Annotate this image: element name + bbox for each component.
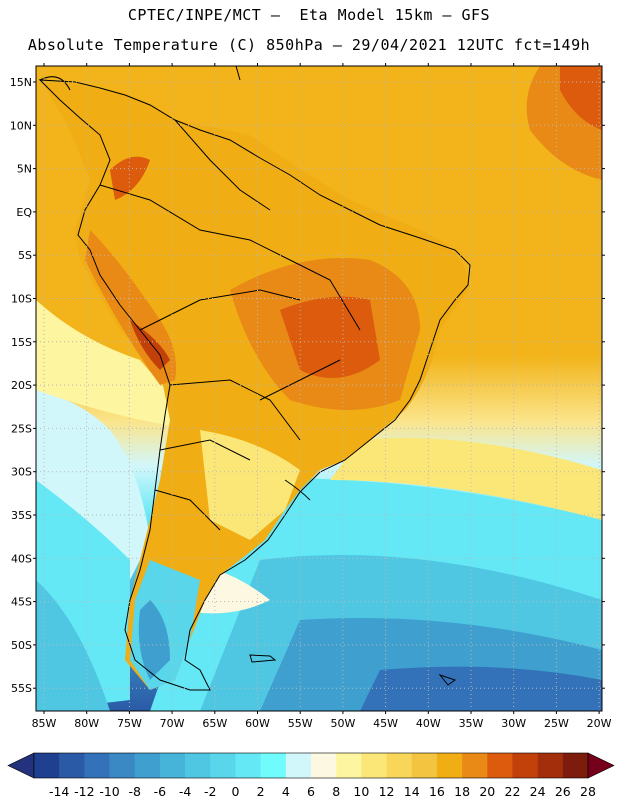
coastline-borders xyxy=(38,65,471,691)
colorbar-label: -8 xyxy=(128,784,141,799)
colorbar-label: -14 xyxy=(49,784,69,799)
colorbar-label: 8 xyxy=(332,784,340,799)
colorbar-label: 22 xyxy=(505,784,521,799)
lon-tick-label: 70W xyxy=(160,717,185,730)
lon-tick-label: 25W xyxy=(544,717,569,730)
lat-tick-label: 5S xyxy=(18,249,32,262)
colorbar-swatch xyxy=(210,753,236,778)
colorbar-frame xyxy=(33,752,589,779)
colorbar-label: 12 xyxy=(379,784,395,799)
longitude-axis: 85W 80W 75W 70W 65W 60W 55W 50W 45W 40W 35W 30W 25W 2… xyxy=(32,717,612,730)
colorbar-label: 16 xyxy=(429,784,445,799)
map-frame xyxy=(35,65,603,712)
colorbar-swatch xyxy=(134,753,161,778)
colorbar-swatch xyxy=(361,753,387,778)
colorbar-label: -6 xyxy=(154,784,167,799)
colorbar-swatch xyxy=(260,753,287,778)
axis-ticks xyxy=(33,63,605,714)
colorbar-swatch xyxy=(462,753,488,778)
colorbar-swatch xyxy=(235,753,261,778)
lon-tick-label: 30W xyxy=(501,717,526,730)
colorbar-label: -4 xyxy=(179,784,192,799)
latitude-axis: 15N 10N 5N EQ 5S 10S 15S 20S 25S 30S 35S 40S 45S 50S 5… xyxy=(10,76,33,695)
colorbar-label: 2 xyxy=(257,784,265,799)
lat-tick-label: 55S xyxy=(11,682,32,695)
lon-tick-label: 60W xyxy=(245,717,270,730)
lon-tick-label: 75W xyxy=(117,717,142,730)
colorbar-label: 26 xyxy=(555,784,571,799)
colorbar-over-arrow xyxy=(587,752,615,779)
colorbar-label: 10 xyxy=(353,784,369,799)
colorbar-swatch xyxy=(109,753,136,778)
lon-tick-label: 85W xyxy=(32,717,57,730)
colorbar-swatch xyxy=(537,753,564,778)
colorbar-swatch xyxy=(411,753,438,778)
colorbar-label: 20 xyxy=(479,784,495,799)
lon-tick-label: 80W xyxy=(74,717,99,730)
colorbar-label: 28 xyxy=(580,784,596,799)
colorbar-label: 24 xyxy=(530,784,546,799)
colorbar-swatch xyxy=(436,753,463,778)
colorbar-swatch xyxy=(336,753,362,778)
colorbar-swatch xyxy=(562,753,589,778)
lon-tick-label: 20W xyxy=(587,717,612,730)
colorbar-label: -10 xyxy=(99,784,119,799)
lat-tick-label: 20S xyxy=(11,379,32,392)
colorbar-label: -12 xyxy=(74,784,94,799)
colorbar-swatch xyxy=(59,753,85,778)
lat-tick-label: 45S xyxy=(11,596,32,609)
lat-tick-label: 5N xyxy=(17,163,32,176)
colorbar-swatch xyxy=(34,753,60,778)
colorbar-swatch xyxy=(512,753,538,778)
colorbar-label: 18 xyxy=(454,784,470,799)
map-title: CPTEC/INPE/MCT – Eta Model 15km – GFS xyxy=(127,6,491,24)
lon-tick-label: 40W xyxy=(416,717,441,730)
colorbar-label: 6 xyxy=(307,784,315,799)
lat-tick-label: 50S xyxy=(11,639,32,652)
lon-tick-label: 35W xyxy=(459,717,484,730)
lat-tick-label: 15N xyxy=(10,76,32,89)
lat-tick-label: 35S xyxy=(11,509,32,522)
lon-tick-label: 45W xyxy=(373,717,398,730)
lat-tick-label: 30S xyxy=(11,466,32,479)
colorbar-under-arrow xyxy=(7,752,35,779)
colorbar: -14 -12 -10 -8 -6 -4 -2 0 2 4 6 8 10 12 14 16 18 20 22 24 26… xyxy=(7,752,615,799)
colorbar-label: 0 xyxy=(231,784,239,799)
lat-tick-label: 15S xyxy=(11,336,32,349)
colorbar-label: 4 xyxy=(282,784,290,799)
lon-tick-label: 50W xyxy=(330,717,355,730)
lon-tick-label: 55W xyxy=(288,717,313,730)
colorbar-swatch xyxy=(159,753,186,778)
colorbar-swatch xyxy=(185,753,211,778)
colorbar-label: -2 xyxy=(204,784,216,799)
lat-tick-label: 25S xyxy=(11,422,32,435)
colorbar-label: 14 xyxy=(404,784,420,799)
lat-tick-label: 40S xyxy=(11,552,32,565)
colorbar-swatch xyxy=(285,753,312,778)
colorbar-swatch xyxy=(386,753,413,778)
lat-tick-label: EQ xyxy=(16,206,32,219)
colorbar-swatch xyxy=(487,753,513,778)
colorbar-swatch xyxy=(84,753,110,778)
colorbar-swatch xyxy=(311,753,337,778)
lat-tick-label: 10S xyxy=(11,293,32,306)
lat-tick-label: 10N xyxy=(10,119,32,132)
map-subtitle: Absolute Temperature (C) 850hPa – 29/04/… xyxy=(27,36,591,54)
lon-tick-label: 65W xyxy=(202,717,227,730)
temperature-field xyxy=(36,66,602,711)
